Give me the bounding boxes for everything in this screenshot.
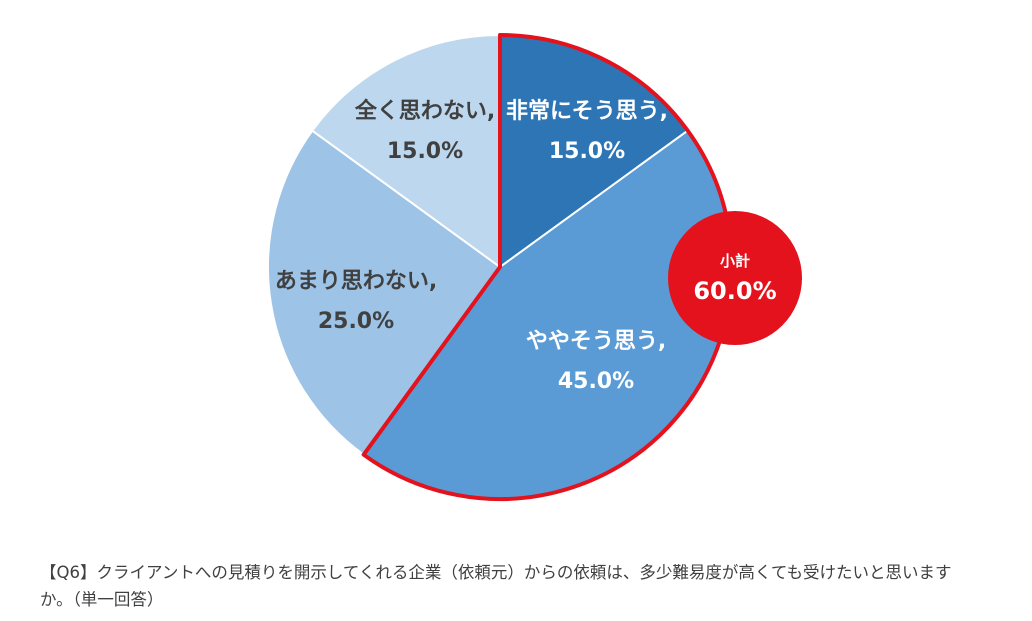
slice-value-3: 15.0% [387,139,463,164]
pie-chart-svg: 非常にそう思う, 15.0% ややそう思う, 45.0% あまり思わない, 25.0% 全く… [267,33,802,501]
slice-label-3: 全く思わない, [354,98,495,124]
slice-label-2: あまり思わない, [275,269,437,294]
slice-label-1: ややそう思う, [526,329,666,354]
subtotal-badge [668,211,802,345]
subtotal-value: 60.0% [693,277,776,305]
slice-value-2: 25.0% [318,309,394,334]
subtotal-label: 小計 [720,252,750,270]
slice-label-0: 非常にそう思う, [506,98,668,124]
question-caption: 【Q6】クライアントへの見積りを開示してくれる企業（依頼元）からの依頼は、多少難… [40,563,952,609]
pie-slice-3 [310,33,501,269]
slice-value-0: 15.0% [549,139,625,164]
pie-chart: 非常にそう思う, 15.0% ややそう思う, 45.0% あまり思わない, 25.0% 全く… [267,33,802,501]
slice-value-1: 45.0% [558,369,634,394]
pie-slice-2 [267,129,502,457]
